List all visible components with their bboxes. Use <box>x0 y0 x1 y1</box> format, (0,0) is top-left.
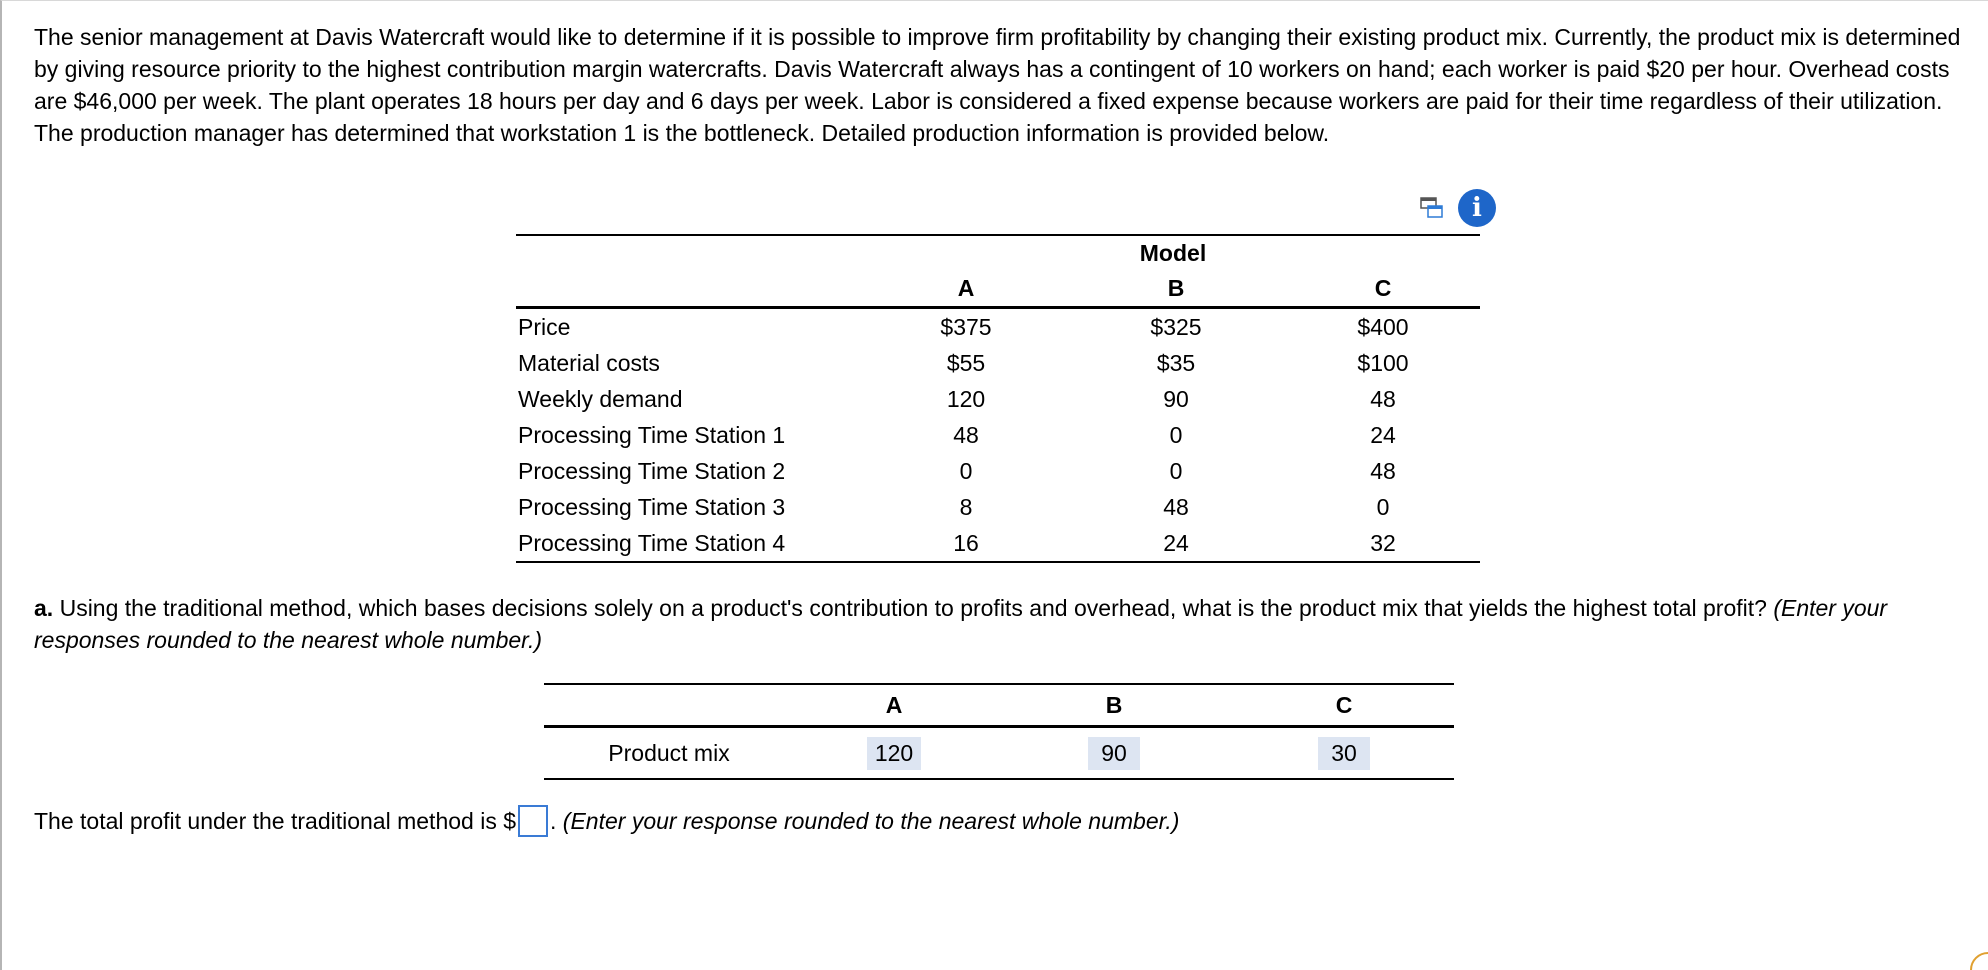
total-profit-suffix: . <box>550 807 563 834</box>
cell-value: 48 <box>953 421 979 448</box>
cell-value: 90 <box>1163 385 1189 412</box>
answer-c-field[interactable]: 30 <box>1318 736 1370 770</box>
copy-icon[interactable] <box>1420 197 1444 219</box>
corner-decoration <box>1970 952 1988 970</box>
cell-value: 16 <box>866 525 1066 563</box>
cell-value: 24 <box>1370 421 1396 448</box>
column-header-c: C <box>1286 270 1480 309</box>
total-profit-input[interactable] <box>518 805 549 837</box>
cell-value: 48 <box>1163 493 1189 520</box>
cell-value: 8 <box>959 493 973 520</box>
total-profit-prefix: The total profit under the traditional m… <box>34 807 517 834</box>
cell-value: $325 <box>1150 313 1202 340</box>
table-row: Processing Time Station 4 16 24 32 <box>516 525 1480 563</box>
answer-column-a: A <box>794 683 994 728</box>
cell-value: 0 <box>1169 421 1183 448</box>
table-row: Price $375 $325 $400 <box>516 308 1480 346</box>
table-row: Weekly demand 120 90 48 <box>516 381 1480 417</box>
row-label: Weekly demand <box>518 385 683 412</box>
problem-intro: The senior management at Davis Watercraf… <box>34 24 1961 146</box>
cell-value: 24 <box>1066 525 1286 563</box>
row-label: Processing Time Station 2 <box>518 457 786 484</box>
cell-value: 120 <box>946 385 986 412</box>
cell-value: 0 <box>959 457 973 484</box>
cell-value: 48 <box>1370 385 1396 412</box>
cell-value: $400 <box>1357 313 1409 340</box>
model-group-header: Model <box>1139 239 1207 266</box>
cell-value: 48 <box>1370 457 1396 484</box>
cell-value: $55 <box>946 349 986 376</box>
table-row: Product mix 120 90 30 <box>544 726 1454 780</box>
cell-value: $100 <box>1357 349 1409 376</box>
question-a-label: a. <box>34 595 54 621</box>
cell-value: 32 <box>1286 525 1480 563</box>
cell-value: $35 <box>1156 349 1196 376</box>
total-profit-line: The total profit under the traditional m… <box>34 805 1179 837</box>
answer-column-c: C <box>1234 683 1454 728</box>
table-row: Processing Time Station 2 0 0 48 <box>516 453 1480 489</box>
cell-value: 0 <box>1376 493 1390 520</box>
table-tools: i <box>1420 189 1496 227</box>
question-a: a. Using the traditional method, which b… <box>34 592 1964 656</box>
production-info-table: Model A B C Price $375 $325 $400 Materia… <box>516 234 1480 563</box>
product-mix-table: A B C Product mix 120 90 30 <box>544 683 1454 780</box>
table-row: Processing Time Station 3 8 48 0 <box>516 489 1480 525</box>
column-header-b: B <box>1066 270 1286 309</box>
table-row: Material costs $55 $35 $100 <box>516 345 1480 381</box>
table-row: Processing Time Station 1 48 0 24 <box>516 417 1480 453</box>
row-label: Material costs <box>518 349 660 376</box>
product-mix-label: Product mix <box>544 726 794 780</box>
info-icon[interactable]: i <box>1458 189 1496 227</box>
question-a-hint: (Enter your responses rounded to the nea… <box>34 595 1888 653</box>
cell-value: $375 <box>940 313 992 340</box>
question-a-text: Using the traditional method, which base… <box>53 595 1774 621</box>
row-label: Processing Time Station 3 <box>518 493 786 520</box>
total-profit-hint: (Enter your response rounded to the near… <box>562 807 1180 834</box>
column-header-a: A <box>866 270 1066 309</box>
row-label: Price <box>518 313 571 340</box>
answer-b-field[interactable]: 90 <box>1088 736 1140 770</box>
answer-column-b: B <box>994 683 1234 728</box>
answer-a-field[interactable]: 120 <box>866 736 922 770</box>
row-label: Processing Time Station 1 <box>518 421 786 448</box>
row-label: Processing Time Station 4 <box>516 525 866 563</box>
cell-value: 0 <box>1169 457 1183 484</box>
